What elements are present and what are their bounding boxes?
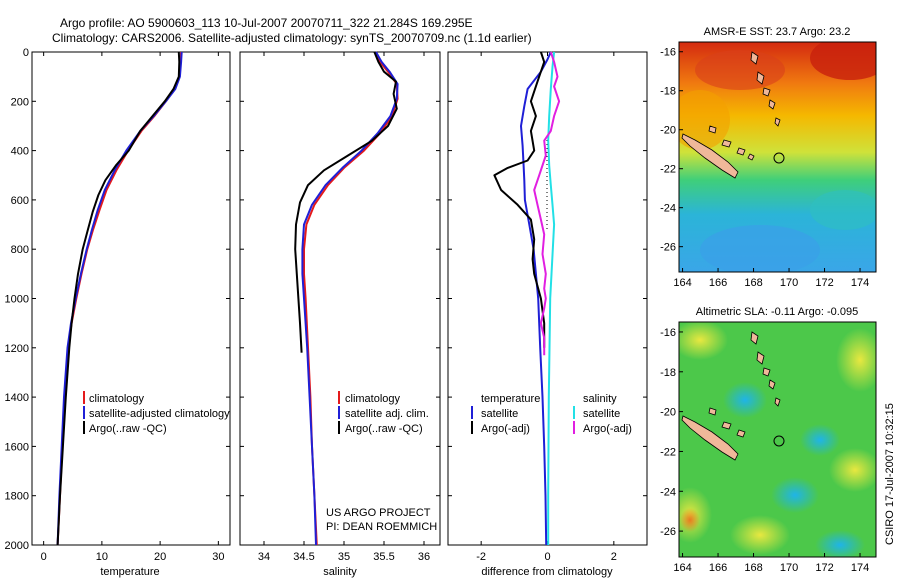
legend-argo: Argo(..raw -QC) bbox=[345, 423, 423, 435]
csiro-stamp: CSIRO 17-Jul-2007 10:32:15 bbox=[884, 403, 896, 545]
legend-satellite-adj-clim: satellite adj. clim. bbox=[345, 408, 429, 420]
y-tick-label: 1800 bbox=[5, 491, 29, 503]
x-tick-label: -2 bbox=[476, 551, 486, 563]
map-x-tick-label: 172 bbox=[815, 277, 833, 289]
series-line-temperature-satellite bbox=[520, 51, 552, 546]
map-x-tick-label: 168 bbox=[744, 277, 762, 289]
series-line-argo-raw-qc bbox=[56, 51, 181, 546]
sst-map bbox=[679, 42, 876, 272]
sst-argo-marker bbox=[773, 152, 785, 164]
map-y-tick-label: -24 bbox=[660, 486, 676, 498]
legend-satellite-adjusted: satellite-adjusted climatology bbox=[89, 408, 230, 420]
x-tick-label: 2 bbox=[611, 551, 617, 563]
sla-map bbox=[679, 322, 876, 557]
legend-temperature-group: temperature bbox=[481, 393, 540, 405]
legend-salinity-group: salinity bbox=[583, 393, 617, 405]
header-line2: Climatology: CARS2006. Satellite-adjuste… bbox=[52, 31, 532, 45]
x-tick-label: 10 bbox=[96, 551, 108, 563]
land-new-caledonia bbox=[681, 125, 755, 179]
salinity-axes bbox=[239, 51, 441, 546]
sst-map-frame bbox=[678, 41, 877, 273]
legend-temp-satellite: satellite bbox=[481, 408, 518, 420]
map-x-tick-label: 174 bbox=[851, 277, 869, 289]
x-tick-label: 30 bbox=[212, 551, 224, 563]
x-tick-label: 0 bbox=[41, 551, 47, 563]
map-x-tick-label: 164 bbox=[673, 562, 691, 574]
map-y-tick-label: -22 bbox=[660, 446, 676, 458]
x-tick-label: 35.5 bbox=[373, 551, 394, 563]
map-y-tick-label: -20 bbox=[660, 407, 676, 419]
map-y-tick-label: -16 bbox=[660, 47, 676, 59]
salinity-xlabel: salinity bbox=[323, 566, 357, 578]
y-tick-label: 800 bbox=[11, 244, 29, 256]
sla-map-title: Altimetric SLA: -0.11 Argo: -0.095 bbox=[696, 306, 858, 318]
series-line-satellite-adj-clim bbox=[301, 51, 399, 546]
legend-sal-argo: Argo(-adj) bbox=[583, 423, 632, 435]
y-tick-label: 2000 bbox=[5, 540, 29, 552]
sla-argo-marker bbox=[773, 435, 785, 447]
x-tick-label: 34.5 bbox=[293, 551, 314, 563]
land-new-caledonia bbox=[681, 407, 746, 461]
x-tick-label: 34 bbox=[258, 551, 270, 563]
y-tick-label: 1000 bbox=[5, 294, 29, 306]
map-y-tick-label: -22 bbox=[660, 164, 676, 176]
difference-xlabel: difference from climatology bbox=[481, 566, 613, 578]
map-x-tick-label: 170 bbox=[780, 562, 798, 574]
map-x-tick-label: 164 bbox=[673, 277, 691, 289]
map-y-tick-label: -24 bbox=[660, 203, 676, 215]
x-tick-label: 35 bbox=[338, 551, 350, 563]
map-y-tick-label: -26 bbox=[660, 526, 676, 538]
sst-map-title: AMSR-E SST: 23.7 Argo: 23.2 bbox=[704, 26, 851, 38]
map-y-tick-label: -18 bbox=[660, 86, 676, 98]
legend-climatology: climatology bbox=[345, 393, 401, 405]
map-y-tick-label: -20 bbox=[660, 125, 676, 137]
series-line-salinity-satellite bbox=[547, 51, 556, 545]
legend-climatology: climatology bbox=[89, 393, 145, 405]
map-y-tick-label: -16 bbox=[660, 327, 676, 339]
series-line-satellite-adjusted-climatology bbox=[56, 51, 183, 546]
map-y-tick-label: -18 bbox=[660, 367, 676, 379]
y-tick-label: 600 bbox=[11, 195, 29, 207]
legend-temp-argo: Argo(-adj) bbox=[481, 423, 530, 435]
salinity-legend: climatology satellite adj. clim. Argo(..… bbox=[338, 391, 429, 435]
series-line-argo-raw-qc bbox=[294, 51, 398, 353]
legend-argo: Argo(..raw -QC) bbox=[89, 423, 167, 435]
x-tick-label: 36 bbox=[418, 551, 430, 563]
y-tick-label: 1600 bbox=[5, 441, 29, 453]
header-line1: Argo profile: AO 5900603_113 10-Jul-2007… bbox=[60, 16, 473, 30]
map-x-tick-label: 174 bbox=[851, 562, 869, 574]
land-vanuatu bbox=[750, 51, 781, 127]
x-tick-label: 0 bbox=[544, 551, 550, 563]
temperature-xlabel: temperature bbox=[100, 566, 159, 578]
legend-sal-satellite: satellite bbox=[583, 408, 620, 420]
y-tick-label: 200 bbox=[11, 96, 29, 108]
sla-map-frame bbox=[678, 321, 877, 558]
series-line-temperature-argo-adj bbox=[493, 51, 546, 348]
map-x-tick-label: 166 bbox=[709, 277, 727, 289]
y-tick-label: 1200 bbox=[5, 343, 29, 355]
temperature-legend: climatology satellite-adjusted climatolo… bbox=[83, 391, 230, 435]
map-x-tick-label: 170 bbox=[780, 277, 798, 289]
map-y-tick-label: -26 bbox=[660, 242, 676, 254]
project-label: US ARGO PROJECT bbox=[326, 507, 431, 519]
y-tick-label: 1400 bbox=[5, 392, 29, 404]
y-tick-label: 0 bbox=[23, 47, 29, 59]
difference-legend: temperature satellite Argo(-adj) salinit… bbox=[471, 393, 632, 435]
series-line-salinity-argo-adj bbox=[533, 51, 561, 356]
x-tick-label: 20 bbox=[154, 551, 166, 563]
y-tick-label: 400 bbox=[11, 146, 29, 158]
pi-label: PI: DEAN ROEMMICH bbox=[326, 521, 437, 533]
map-x-tick-label: 166 bbox=[709, 562, 727, 574]
map-x-tick-label: 172 bbox=[815, 562, 833, 574]
land-vanuatu bbox=[750, 331, 781, 407]
map-x-tick-label: 168 bbox=[744, 562, 762, 574]
